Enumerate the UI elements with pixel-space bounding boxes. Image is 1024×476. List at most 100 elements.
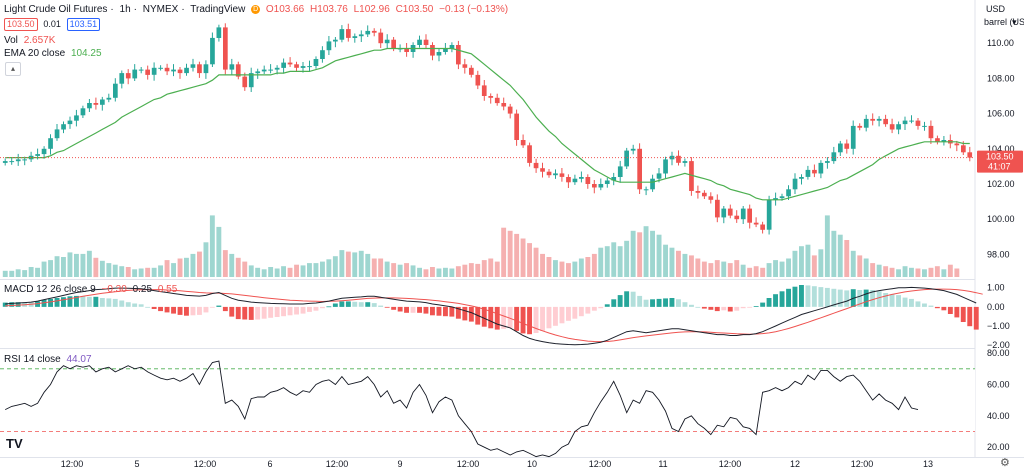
macd-histogram-bar [973, 306, 979, 330]
price-tick-label: 108.00 [987, 73, 1015, 83]
volume-bar [566, 263, 571, 277]
macd-histogram-bar [637, 295, 643, 307]
macd-histogram-bar [682, 302, 688, 307]
macd-histogram-bar [896, 295, 901, 307]
macd-histogram-bar [572, 306, 578, 319]
macd-value-hist: −0.30 [101, 284, 127, 295]
volume-bar [896, 269, 901, 277]
volume-bar [643, 226, 649, 277]
macd-histogram-bar [74, 295, 79, 307]
volume-bar [734, 260, 740, 277]
volume-bar [572, 261, 578, 277]
volume-bar [67, 252, 73, 277]
candle-body [339, 29, 345, 40]
macd-histogram-bar [462, 306, 468, 321]
macd-histogram-bar [533, 306, 539, 333]
unit-label[interactable]: barrel (US) [984, 17, 1024, 27]
candle-body [579, 177, 584, 179]
macd-histogram-bar [811, 286, 817, 307]
collapse-legend-button[interactable]: ▴ [5, 62, 21, 76]
candle-body [682, 161, 688, 163]
candle-body [915, 120, 921, 126]
volume-bar [222, 250, 228, 277]
macd-histogram-bar [708, 306, 714, 310]
bid-button[interactable]: 103.50 [4, 18, 38, 31]
volume-bar [119, 266, 125, 277]
unit-chevron-icon[interactable]: ▾ [1012, 17, 1017, 27]
macd-histogram-bar [889, 294, 895, 307]
macd-histogram-bar [119, 300, 125, 307]
candle-body [721, 208, 727, 218]
candle-body [2, 161, 8, 163]
volume-bar [799, 246, 804, 277]
candle-body [358, 34, 364, 37]
volume-bar [22, 270, 28, 277]
time-axis-label: 12:00 [457, 459, 480, 469]
candle-body [54, 129, 60, 139]
candle-body [326, 41, 332, 51]
currency-label[interactable]: USD [986, 4, 1006, 14]
macd-histogram-bar [837, 289, 843, 307]
time-axis-label: 9 [397, 459, 402, 469]
volume-bar [740, 264, 746, 277]
candle-body [184, 67, 189, 74]
market-status-badge[interactable]: D [251, 4, 261, 14]
candle-body [138, 69, 144, 71]
candle-body [132, 69, 138, 79]
settings-gear-icon[interactable]: ⚙ [1000, 457, 1010, 469]
candle-body [773, 198, 778, 200]
ohlc-close: C103.50 [395, 4, 434, 15]
volume-bar [656, 234, 662, 278]
candle-body [87, 103, 92, 109]
volume-bar [41, 261, 47, 277]
source: TradingView [190, 4, 246, 15]
volume-bar [773, 260, 778, 277]
macd-histogram-bar [863, 289, 869, 307]
volume-bar [475, 263, 481, 277]
chevron-up-icon: ▴ [10, 64, 15, 73]
symbol-name: Light Crude Oil Futures [4, 4, 108, 15]
candle-body [287, 62, 293, 65]
candle-body [831, 152, 837, 162]
volume-bar [922, 269, 927, 277]
candle-body [786, 189, 791, 197]
rsi-legend: RSI 14 close 44.07 [4, 353, 95, 366]
time-axis-label: 5 [134, 459, 139, 469]
volume-bar [345, 251, 351, 277]
candle-body [760, 224, 765, 230]
volume-bar [307, 263, 312, 277]
volume-bar [449, 268, 455, 277]
candle-body [203, 64, 209, 74]
macd-histogram-bar [216, 305, 222, 307]
volume-bar [462, 264, 468, 277]
candle-body [158, 67, 163, 69]
candle-body [177, 69, 183, 74]
volume-bar [909, 267, 914, 277]
volume-bar [831, 230, 837, 277]
macd-histogram-bar [99, 298, 105, 307]
candle-body [100, 99, 105, 105]
macd-histogram-bar [909, 298, 914, 307]
macd-histogram-bar [507, 306, 513, 328]
ask-button[interactable]: 103.51 [66, 18, 101, 31]
volume-bar [125, 267, 131, 277]
volume-bar [417, 267, 422, 277]
candle-body [527, 145, 532, 163]
candle-body [462, 64, 468, 68]
candle-body [585, 177, 591, 184]
macd-histogram-bar [35, 301, 40, 307]
candle-body [145, 69, 150, 75]
macd-histogram-bar [2, 302, 8, 307]
volume-bar [805, 244, 811, 277]
candle-body [475, 74, 481, 86]
candle-body [967, 152, 973, 158]
macd-histogram-bar [676, 299, 681, 307]
volume-bar [954, 268, 960, 277]
time-axis-label: 11 [658, 459, 667, 469]
candle-body [734, 215, 740, 220]
candle-body [592, 184, 597, 188]
volume-bar [313, 263, 319, 277]
candle-body [747, 208, 752, 223]
